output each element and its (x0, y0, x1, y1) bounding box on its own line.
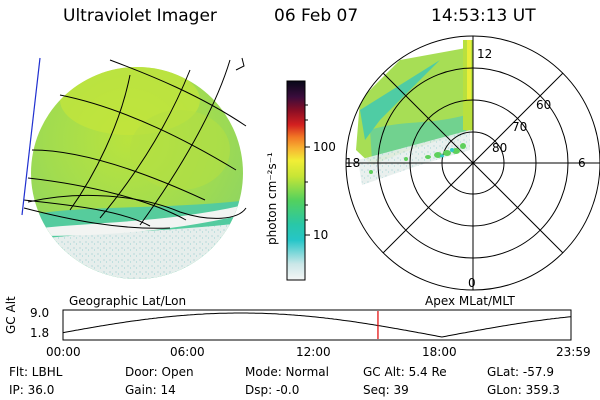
colorbar-tick-10: 10 (313, 228, 329, 242)
altitude-curve (62, 312, 572, 338)
info-gc-alt: GC Alt: 5.4 Re (363, 365, 447, 379)
alt-xtick-3: 18:00 (422, 345, 457, 359)
lat-label-70: 70 (512, 120, 528, 134)
mlt-label-0: 0 (468, 276, 476, 290)
alt-ytick-9: 9.0 (30, 306, 50, 320)
lat-label-60: 60 (536, 98, 552, 112)
colorbar (286, 80, 310, 281)
info-gain: Gain: 14 (125, 383, 176, 397)
mlt-label-12: 12 (477, 47, 493, 61)
lat-label-80: 80 (492, 141, 508, 155)
geographic-image (21, 57, 247, 279)
altitude-plot (62, 309, 572, 341)
info-filter: Flt: LBHL (9, 365, 63, 379)
alt-xtick-0: 00:00 (46, 345, 81, 359)
colorbar-tick-100: 100 (313, 140, 336, 154)
info-dsp: Dsp: -0.0 (245, 383, 300, 397)
geo-plot-caption: Geographic Lat/Lon (69, 294, 187, 308)
info-seq: Seq: 39 (363, 383, 409, 397)
alt-ylabel: GC Alt (4, 296, 18, 334)
alt-xtick-1: 06:00 (170, 345, 205, 359)
time-label: 14:53:13 UT (431, 6, 536, 26)
info-ip: IP: 36.0 (9, 383, 55, 397)
date-label: 06 Feb 07 (274, 6, 359, 26)
info-door: Door: Open (125, 365, 194, 379)
info-mode: Mode: Normal (245, 365, 329, 379)
colorbar-unit-label: photon cm⁻²s⁻¹ (265, 152, 279, 245)
info-glon: GLon: 359.3 (487, 383, 560, 397)
info-glat: GLat: -57.9 (487, 365, 554, 379)
alt-xtick-4: 23:59 (556, 345, 591, 359)
mlt-label-18: 18 (345, 156, 361, 170)
alt-ytick-1-8: 1.8 (30, 326, 50, 340)
mlt-label-6: 6 (578, 156, 586, 170)
polar-plot-caption: Apex MLat/MLT (425, 294, 515, 308)
polar-plot (345, 35, 600, 291)
instrument-title: Ultraviolet Imager (63, 6, 217, 26)
alt-xtick-2: 12:00 (296, 345, 331, 359)
